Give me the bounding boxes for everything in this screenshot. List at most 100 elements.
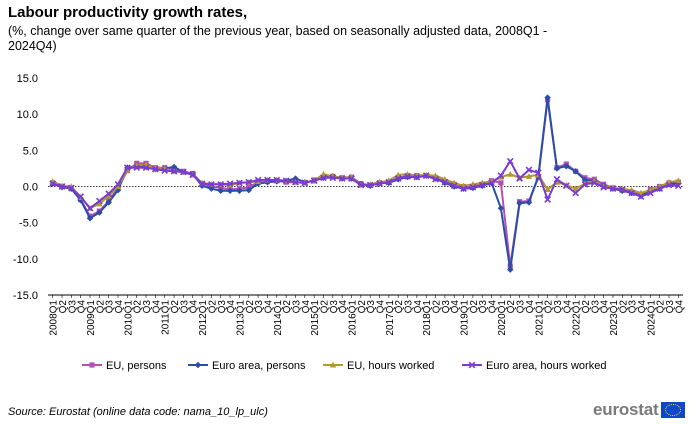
line-chart: 15.010.05.00.0-5.0-10.0-15.02008Q1Q2Q3Q4… (13, 73, 685, 372)
x-tick-label: Q3 (366, 300, 377, 314)
data-point-eu-hours-worked (114, 183, 122, 190)
x-tick-label: Q3 (291, 300, 302, 314)
data-point-eu-hours-worked (507, 171, 514, 177)
data-point-euro-area-hours-worked (665, 181, 673, 189)
data-point-euro-area-hours-worked (534, 169, 542, 177)
x-tick-label: Q4 (600, 300, 611, 314)
x-tick-label: 2023Q1 (609, 300, 620, 336)
data-point-euro-area-hours-worked (460, 185, 467, 193)
x-tick-label: 2016Q1 (347, 300, 358, 336)
data-point-euro-area-hours-worked (124, 164, 131, 172)
x-tick-label: Q4 (637, 300, 648, 314)
data-point-euro-area-hours-worked (58, 183, 66, 190)
x-tick-label: Q2 (170, 300, 181, 314)
data-point-euro-area-hours-worked (674, 182, 682, 190)
data-point-euro-area-hours-worked (254, 176, 262, 184)
data-point-euro-area-hours-worked (208, 180, 215, 188)
x-tick-label: Q3 (142, 300, 153, 314)
data-point-euro-area-hours-worked (226, 180, 234, 187)
y-tick-label: 5.0 (23, 145, 38, 157)
data-point-euro-area-hours-worked (469, 183, 477, 191)
data-point-euro-area-hours-worked (357, 181, 365, 189)
data-point-euro-area-hours-worked (497, 172, 505, 180)
x-tick-label: 2015Q1 (310, 300, 321, 336)
data-point-eu-hours-worked (96, 200, 103, 207)
x-tick-label: Q2 (506, 300, 517, 314)
data-point-euro-area-hours-worked (301, 179, 309, 187)
y-tick-label: 10.0 (17, 109, 38, 121)
x-tick-label: Q4 (562, 300, 573, 314)
data-point-euro-area-hours-worked (628, 189, 636, 197)
data-point-euro-area-hours-worked (86, 204, 94, 212)
x-tick-label: Q3 (516, 300, 527, 314)
data-point-euro-area-hours-worked (656, 185, 664, 193)
legend-marker (329, 361, 337, 368)
x-tick-label: Q3 (665, 300, 676, 314)
data-point-euro-area-hours-worked (264, 176, 271, 184)
chart-title: Labour productivity growth rates, (8, 4, 248, 21)
data-point-euro-area-hours-worked (488, 179, 495, 187)
chart-subtitle: (%, change over same quarter of the prev… (8, 24, 548, 53)
data-point-euro-area-persons (516, 199, 523, 207)
data-point-euro-area-persons (572, 168, 579, 175)
data-point-euro-area-persons (236, 187, 243, 195)
x-tick-label: Q4 (674, 300, 685, 314)
source-label: Source: (8, 406, 46, 418)
data-point-euro-area-hours-worked (282, 177, 290, 185)
data-point-euro-area-hours-worked (441, 178, 449, 186)
legend-label: Euro area, persons (212, 360, 306, 372)
x-tick-label: 2024Q1 (646, 300, 657, 336)
x-tick-label: Q2 (133, 300, 144, 314)
data-point-euro-area-hours-worked (581, 180, 589, 188)
eu-flag-icon (661, 402, 686, 418)
data-point-euro-area-persons (86, 215, 94, 222)
data-point-euro-area-hours-worked (590, 179, 598, 187)
data-point-euro-area-persons (245, 186, 252, 194)
data-point-euro-area-hours-worked (273, 176, 281, 184)
x-tick-label: Q3 (628, 300, 639, 314)
legend-marker (89, 362, 95, 368)
data-point-euro-area-hours-worked (478, 181, 486, 189)
data-point-euro-area-hours-worked (600, 183, 607, 191)
x-tick-label: 2010Q1 (123, 300, 134, 336)
x-tick-label: Q2 (282, 300, 293, 314)
x-tick-label: Q3 (590, 300, 601, 314)
data-point-euro-area-hours-worked (516, 175, 523, 182)
x-tick-label: Q3 (105, 300, 116, 314)
x-tick-label: Q4 (450, 300, 461, 314)
x-tick-label: Q2 (469, 300, 480, 314)
data-point-euro-area-hours-worked (189, 171, 197, 179)
data-point-euro-area-hours-worked (292, 178, 299, 186)
y-tick-label: -10.0 (13, 254, 38, 266)
data-point-euro-area-hours-worked (553, 175, 561, 183)
source-text: Eurostat (online data code: nama_10_lp_u… (45, 406, 268, 418)
data-point-euro-area-persons (497, 205, 505, 212)
x-tick-label: Q3 (441, 300, 452, 314)
data-point-euro-area-hours-worked (114, 180, 122, 188)
data-point-euro-area-hours-worked (376, 180, 383, 187)
x-tick-label: 2014Q1 (273, 300, 284, 336)
data-point-euro-area-persons (553, 165, 561, 172)
data-point-euro-area-hours-worked (142, 164, 150, 172)
x-tick-label: Q2 (432, 300, 443, 314)
x-tick-label: Q2 (207, 300, 218, 314)
data-point-euro-area-hours-worked (450, 182, 458, 190)
x-tick-label: Q3 (553, 300, 564, 314)
data-point-euro-area-hours-worked (170, 167, 178, 175)
x-tick-label: 2019Q1 (460, 300, 471, 336)
data-point-euro-area-hours-worked (67, 184, 75, 192)
data-point-euro-area-persons (217, 187, 224, 195)
data-point-euro-area-hours-worked (422, 172, 430, 180)
eurostat-logo: eurostat (593, 400, 686, 420)
x-tick-label: Q4 (151, 300, 162, 314)
x-tick-label: 2018Q1 (422, 300, 433, 336)
data-point-euro-area-persons (581, 176, 589, 184)
x-tick-label: Q3 (478, 300, 489, 314)
legend-label: EU, persons (106, 360, 167, 372)
data-point-euro-area-hours-worked (572, 189, 579, 197)
data-point-eu-persons (498, 180, 504, 186)
x-tick-label: 2008Q1 (49, 300, 60, 336)
x-tick-label: Q4 (301, 300, 312, 314)
legend-label: Euro area, hours worked (486, 360, 606, 372)
x-tick-label: Q4 (376, 300, 387, 314)
